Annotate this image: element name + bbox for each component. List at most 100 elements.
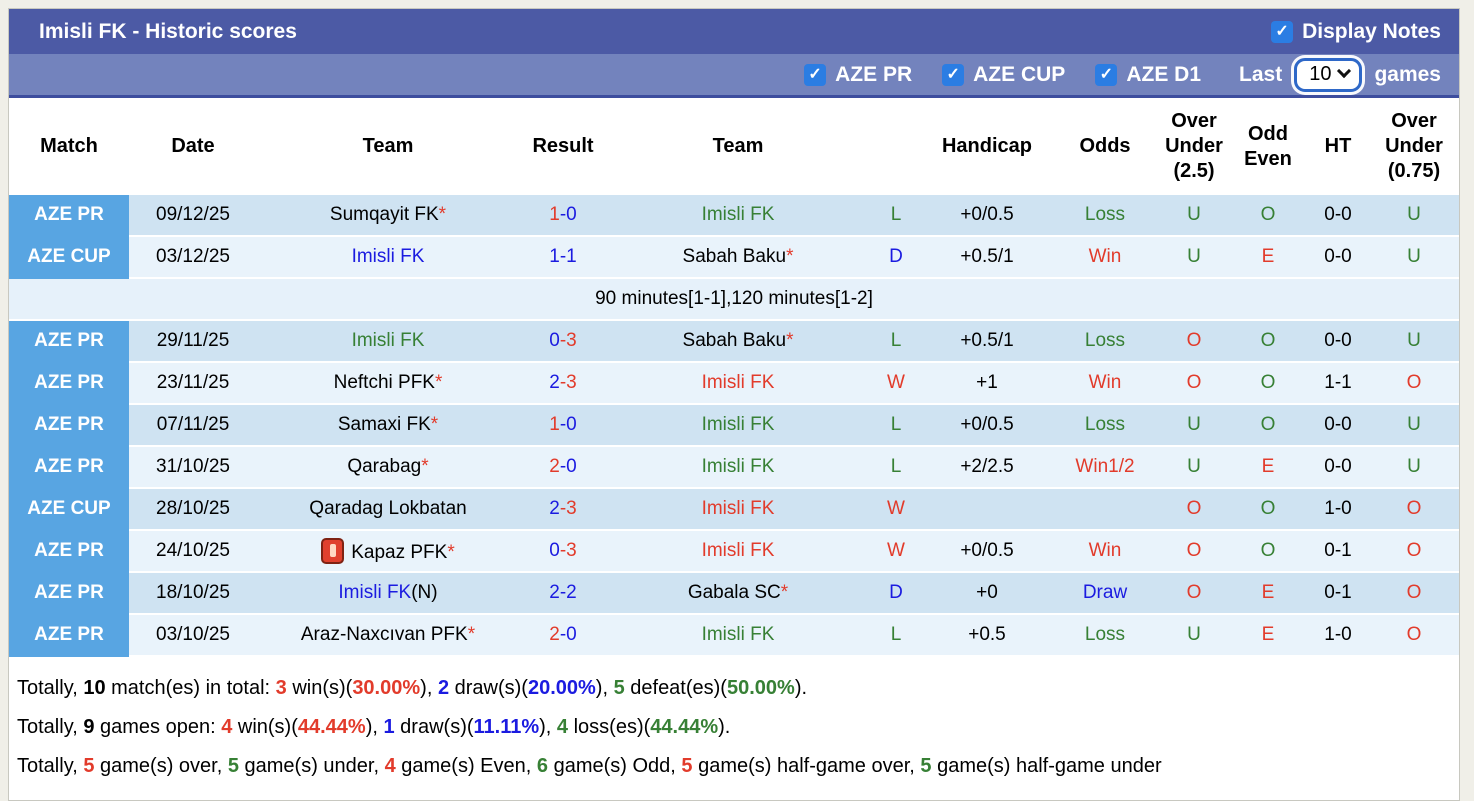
result-cell: 1-0 — [519, 405, 607, 447]
match-badge: AZE PR — [9, 447, 129, 489]
result-cell: 2-2 — [519, 573, 607, 615]
summary-line-1: Totally, 10 match(es) in total: 3 win(s)… — [17, 669, 1451, 708]
result-cell: 2-0 — [519, 447, 607, 489]
odd-even-cell: E — [1229, 615, 1307, 657]
column-header-team-home: Team — [257, 98, 519, 195]
last-games-select[interactable]: 10 — [1294, 57, 1363, 92]
league-filter-aze-pr[interactable]: ✓ AZE PR — [804, 63, 912, 87]
away-score: 3 — [566, 498, 577, 519]
summary-segment: Totally, — [17, 677, 84, 699]
star-marker: * — [430, 414, 439, 435]
wdl-cell: L — [869, 195, 923, 237]
summary-segment: 4 — [221, 716, 233, 738]
wdl-cell: L — [869, 405, 923, 447]
away-score: 2 — [566, 582, 577, 603]
star-marker: * — [786, 246, 794, 267]
column-header-result: Result — [519, 98, 607, 195]
last-label: Last — [1239, 62, 1283, 86]
match-badge: AZE PR — [9, 321, 129, 363]
home-team-cell: Qaradag Lokbatan — [257, 489, 519, 531]
panel-title: Imisli FK - Historic scores — [39, 19, 297, 43]
ht-cell: 1-1 — [1307, 363, 1369, 405]
league-filter-aze-cup[interactable]: ✓ AZE CUP — [942, 63, 1065, 87]
team-name: Kapaz PFK — [351, 542, 448, 563]
over-under-25-cell: O — [1159, 531, 1229, 573]
over-under-25-cell: U — [1159, 405, 1229, 447]
away-score: 3 — [566, 540, 577, 561]
home-score: 1 — [549, 204, 560, 225]
match-badge: AZE PR — [9, 195, 129, 237]
summary-segment: game(s) half-game over, — [692, 755, 921, 777]
league-checkbox-aze-pr[interactable]: ✓ — [804, 63, 827, 86]
score-separator: - — [559, 498, 567, 519]
summary-segment: ). — [794, 677, 808, 699]
ht-cell: 0-0 — [1307, 195, 1369, 237]
home-team-cell: Neftchi PFK* — [257, 363, 519, 405]
wdl-cell: D — [869, 573, 923, 615]
match-row: AZE PR 03/10/25 Araz-Naxcıvan PFK* 2-0 Imisl… — [9, 615, 1459, 657]
star-marker: * — [467, 624, 476, 645]
summary-segment: 11.11% — [473, 716, 540, 738]
over-under-25-cell: U — [1159, 615, 1229, 657]
home-score: 2 — [549, 372, 560, 393]
match-badge: AZE CUP — [9, 489, 129, 531]
star-marker: * — [447, 542, 455, 563]
date-cell: 29/11/25 — [129, 321, 257, 363]
league-filter-aze-d1[interactable]: ✓ AZE D1 — [1095, 63, 1201, 87]
match-row: AZE PR 31/10/25 Qarabag* 2-0 Imisli FK L +2/2.… — [9, 447, 1459, 489]
home-score: 0 — [549, 330, 560, 351]
titlebar: Imisli FK - Historic scores ✓ Display No… — [9, 9, 1459, 54]
summary-segment: ), — [365, 716, 384, 738]
star-marker: * — [780, 582, 789, 603]
wdl-cell: L — [869, 615, 923, 657]
league-label-aze-pr: AZE PR — [835, 62, 913, 86]
score-separator: - — [559, 414, 567, 435]
date-cell: 28/10/25 — [129, 489, 257, 531]
team-name: Neftchi PFK — [333, 372, 435, 393]
summary-segment: 30.00% — [352, 677, 421, 699]
match-row: AZE PR 09/12/25 Sumqayit FK* 1-0 Imisli FK L +… — [9, 195, 1459, 237]
home-team-cell: Imisli FK(N) — [257, 573, 519, 615]
away-team-cell: Imisli FK — [607, 363, 869, 405]
league-checkbox-aze-cup[interactable]: ✓ — [942, 63, 965, 86]
away-score: 0 — [566, 204, 577, 225]
column-header-odds: Odds — [1051, 98, 1159, 195]
team-name: Araz-Naxcıvan PFK — [300, 624, 468, 645]
match-badge: AZE CUP — [9, 237, 129, 279]
odds-cell: Win — [1051, 363, 1159, 405]
date-cell: 09/12/25 — [129, 195, 257, 237]
over-under-25-cell: U — [1159, 237, 1229, 279]
column-header-date: Date — [129, 98, 257, 195]
display-notes-checkbox[interactable]: ✓ — [1271, 20, 1294, 43]
home-team-cell: Imisli FK — [257, 321, 519, 363]
team-name: Sumqayit FK — [329, 204, 439, 225]
date-cell: 03/12/25 — [129, 237, 257, 279]
score-separator: - — [559, 456, 567, 477]
league-label-aze-d1: AZE D1 — [1126, 62, 1202, 86]
odds-cell: Loss — [1051, 195, 1159, 237]
summary-segment: game(s) over, — [94, 755, 228, 777]
match-row: AZE PR 23/11/25 Neftchi PFK* 2-3 Imisli FK W +… — [9, 363, 1459, 405]
score-separator: - — [559, 624, 567, 645]
ht-cell: 0-0 — [1307, 237, 1369, 279]
last-games-value: 10 — [1309, 62, 1332, 85]
summary-segment: 5 — [83, 755, 95, 777]
summary-segment: Totally, — [17, 716, 84, 738]
odds-cell: Win1/2 — [1051, 447, 1159, 489]
ht-cell: 0-1 — [1307, 573, 1369, 615]
red-card-icon — [321, 538, 345, 564]
column-header-ht: HT — [1307, 98, 1369, 195]
wdl-cell: D — [869, 237, 923, 279]
star-marker: * — [434, 372, 443, 393]
summary-segment: 10 — [83, 677, 106, 699]
odds-cell: Loss — [1051, 405, 1159, 447]
wdl-cell: W — [869, 363, 923, 405]
display-notes-toggle[interactable]: ✓ Display Notes — [1271, 20, 1441, 44]
league-checkbox-aze-d1[interactable]: ✓ — [1095, 63, 1118, 86]
filter-bar: ✓ AZE PR ✓ AZE CUP ✓ AZE D1 Last 10 games — [9, 54, 1459, 98]
summary-segment: 6 — [536, 755, 549, 777]
score-separator: - — [559, 246, 567, 267]
result-cell: 2-3 — [519, 363, 607, 405]
team-name: Qarabag — [347, 456, 422, 477]
score-separator: - — [559, 540, 567, 561]
